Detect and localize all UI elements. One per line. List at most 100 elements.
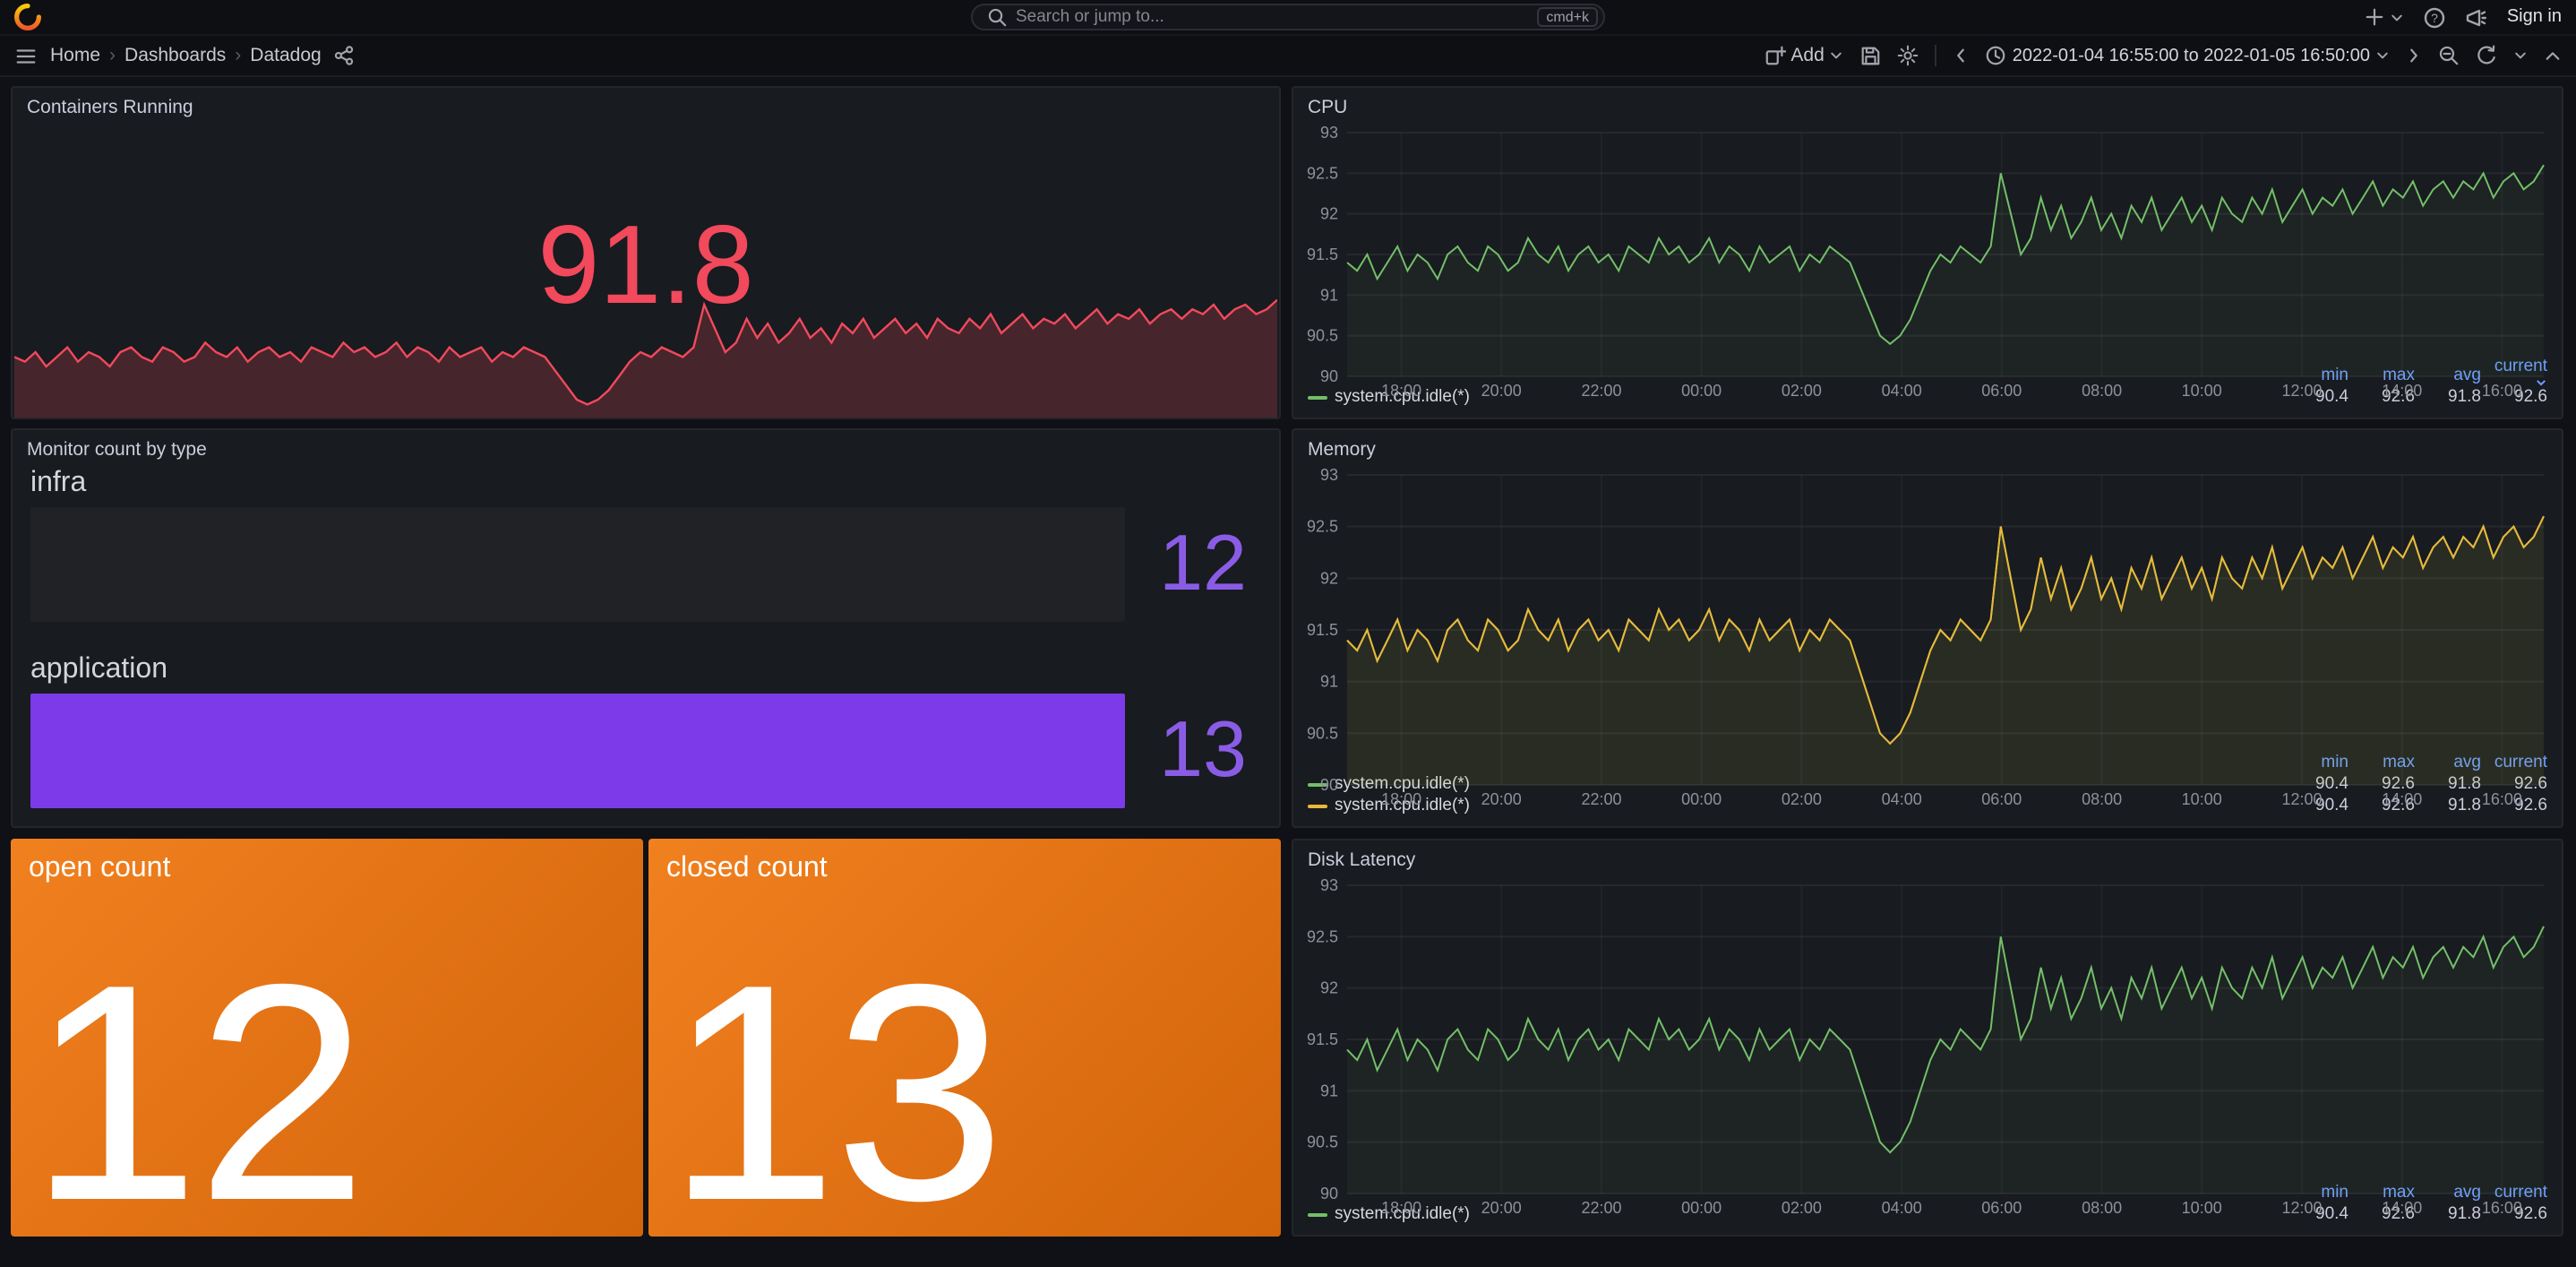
- time-shift-back-button[interactable]: [1953, 47, 1970, 65]
- legend-stat-value: 92.6: [2514, 387, 2547, 407]
- legend-header-min[interactable]: min: [2321, 366, 2348, 385]
- clock-icon: [1986, 45, 2007, 66]
- search-icon: [987, 7, 1007, 27]
- svg-text:14:00: 14:00: [2382, 382, 2422, 400]
- svg-text:08:00: 08:00: [2082, 1199, 2122, 1217]
- memory-chart[interactable]: 93 92.5 92 91.5 91 90.5 90 18:00 20:00 22:00 00:00…: [1297, 466, 2555, 808]
- legend-series-label[interactable]: system.cpu.idle(*): [1308, 796, 2282, 815]
- legend-header-max[interactable]: max: [2383, 366, 2415, 385]
- panel-title[interactable]: closed count: [666, 853, 828, 883]
- panel-monitor-count: Monitor count by type infra 12 application…: [11, 428, 1281, 828]
- news-button[interactable]: [2466, 6, 2487, 28]
- svg-text:02:00: 02:00: [1782, 382, 1822, 400]
- svg-text:91.5: 91.5: [1307, 1030, 1338, 1048]
- svg-text:18:00: 18:00: [1381, 1199, 1421, 1217]
- dashboard-settings-button[interactable]: [1898, 45, 1919, 66]
- breadcrumb-home[interactable]: Home: [50, 45, 101, 66]
- containers-sparkline[interactable]: [14, 288, 1277, 418]
- share-icon: [334, 45, 356, 66]
- disk-latency-chart[interactable]: 93 92.5 92 91.5 91 90.5 90 18:00 20:00 22:00 00:00…: [1297, 876, 2555, 1217]
- legend-header-avg[interactable]: avg: [2453, 753, 2481, 772]
- panel-cpu: CPU 93 92.5 92 91.5 91 90.5 90 18:00 20:00 22:00 0…: [1292, 86, 2563, 419]
- legend-stat-value: 90.4: [2315, 774, 2348, 794]
- top-bar: Search or jump to... cmd+k ?: [0, 0, 2576, 36]
- legend-header-max[interactable]: max: [2383, 1183, 2415, 1202]
- svg-text:20:00: 20:00: [1481, 790, 1522, 808]
- legend-header-current[interactable]: current: [2481, 356, 2547, 395]
- legend-header-avg[interactable]: avg: [2453, 1183, 2481, 1202]
- time-shift-forward-button[interactable]: [2406, 47, 2422, 65]
- svg-text:93: 93: [1320, 124, 1338, 142]
- legend-stat-value: 92.6: [2514, 796, 2547, 815]
- legend-stat-value: 92.6: [2382, 1204, 2415, 1224]
- save-dashboard-button[interactable]: [1860, 45, 1882, 66]
- svg-text:90: 90: [1320, 776, 1338, 794]
- bar-gauge-label: infra: [30, 468, 87, 498]
- chevron-right-icon: [2406, 47, 2422, 65]
- new-menu-button[interactable]: [2366, 7, 2405, 27]
- legend-header-min[interactable]: min: [2321, 1183, 2348, 1202]
- svg-text:92: 92: [1320, 979, 1338, 997]
- legend-stat-value: 90.4: [2315, 1204, 2348, 1224]
- panel-title[interactable]: Containers Running: [27, 97, 193, 118]
- sign-in-button[interactable]: Sign in: [2506, 7, 2562, 27]
- legend-header-current[interactable]: current: [2494, 753, 2547, 772]
- legend-stat-value: 90.4: [2315, 796, 2348, 815]
- bar-gauge-group: infra 12: [30, 468, 1265, 622]
- zoom-out-button[interactable]: [2438, 45, 2460, 66]
- breadcrumb-dashboards[interactable]: Dashboards: [125, 45, 227, 66]
- collapse-toolbar-button[interactable]: [2544, 47, 2562, 64]
- legend-header-max[interactable]: max: [2383, 753, 2415, 772]
- search-placeholder: Search or jump to...: [1016, 7, 1164, 27]
- legend-stat-value: 91.8: [2448, 387, 2481, 407]
- svg-text:18:00: 18:00: [1381, 382, 1421, 400]
- legend-header-avg[interactable]: avg: [2453, 366, 2481, 385]
- series-color-swatch: [1308, 1212, 1327, 1216]
- time-range-picker[interactable]: 2022-01-04 16:55:00 to 2022-01-05 16:50:…: [1986, 45, 2390, 66]
- menu-toggle-button[interactable]: [14, 44, 38, 67]
- grafana-logo[interactable]: [14, 4, 41, 30]
- svg-text:22:00: 22:00: [1581, 382, 1621, 400]
- open-count-value: 12: [29, 921, 368, 1237]
- svg-text:00:00: 00:00: [1681, 1199, 1722, 1217]
- panel-title[interactable]: Monitor count by type: [27, 439, 207, 461]
- svg-text:14:00: 14:00: [2382, 790, 2422, 808]
- panel-title[interactable]: Disk Latency: [1308, 849, 1416, 871]
- svg-text:00:00: 00:00: [1681, 790, 1722, 808]
- memory-legend: min max avg current system.cpu.idle(*) 90.4 92…: [1293, 749, 2562, 826]
- legend-series-label[interactable]: system.cpu.idle(*): [1308, 1204, 2282, 1224]
- svg-text:91: 91: [1320, 286, 1338, 304]
- bar-gauge-label: application: [30, 654, 167, 685]
- help-button[interactable]: ?: [2425, 6, 2446, 28]
- bar-gauge-row: 13: [30, 694, 1265, 808]
- panel-title[interactable]: Memory: [1308, 439, 1376, 461]
- monitor-bar-gauge: infra 12 application 13: [13, 464, 1279, 826]
- legend-stat-value: 90.4: [2315, 387, 2348, 407]
- cpu-chart[interactable]: 93 92.5 92 91.5 91 90.5 90 18:00 20:00 22:00 00:00…: [1297, 124, 2555, 400]
- legend-series-label[interactable]: system.cpu.idle(*): [1308, 387, 2282, 407]
- svg-text:00:00: 00:00: [1681, 382, 1722, 400]
- svg-text:14:00: 14:00: [2382, 1199, 2422, 1217]
- svg-text:92: 92: [1320, 205, 1338, 223]
- refresh-interval-dropdown[interactable]: [2513, 48, 2528, 63]
- bar-gauge-bar[interactable]: [30, 507, 1125, 622]
- help-icon: ?: [2425, 6, 2446, 28]
- legend-header-current[interactable]: current: [2494, 1183, 2547, 1202]
- legend-header-min[interactable]: min: [2321, 753, 2348, 772]
- chevron-up-icon: [2544, 47, 2562, 64]
- legend-series-label[interactable]: system.cpu.idle(*): [1308, 774, 2282, 794]
- search-input[interactable]: Search or jump to... cmd+k: [971, 4, 1605, 30]
- svg-text:91.5: 91.5: [1307, 246, 1338, 263]
- svg-text:90.5: 90.5: [1307, 327, 1338, 345]
- refresh-button[interactable]: [2476, 45, 2497, 66]
- svg-text:10:00: 10:00: [2182, 790, 2222, 808]
- svg-text:91: 91: [1320, 1082, 1338, 1099]
- bar-gauge-bar[interactable]: [30, 694, 1125, 808]
- add-button[interactable]: Add: [1764, 45, 1843, 66]
- breadcrumb-current[interactable]: Datadog: [250, 45, 322, 66]
- panel-title[interactable]: open count: [29, 853, 171, 883]
- panel-title[interactable]: CPU: [1308, 97, 1348, 118]
- breadcrumb-separator: ›: [235, 45, 242, 66]
- share-button[interactable]: [334, 45, 356, 66]
- svg-text:92.5: 92.5: [1307, 164, 1338, 182]
